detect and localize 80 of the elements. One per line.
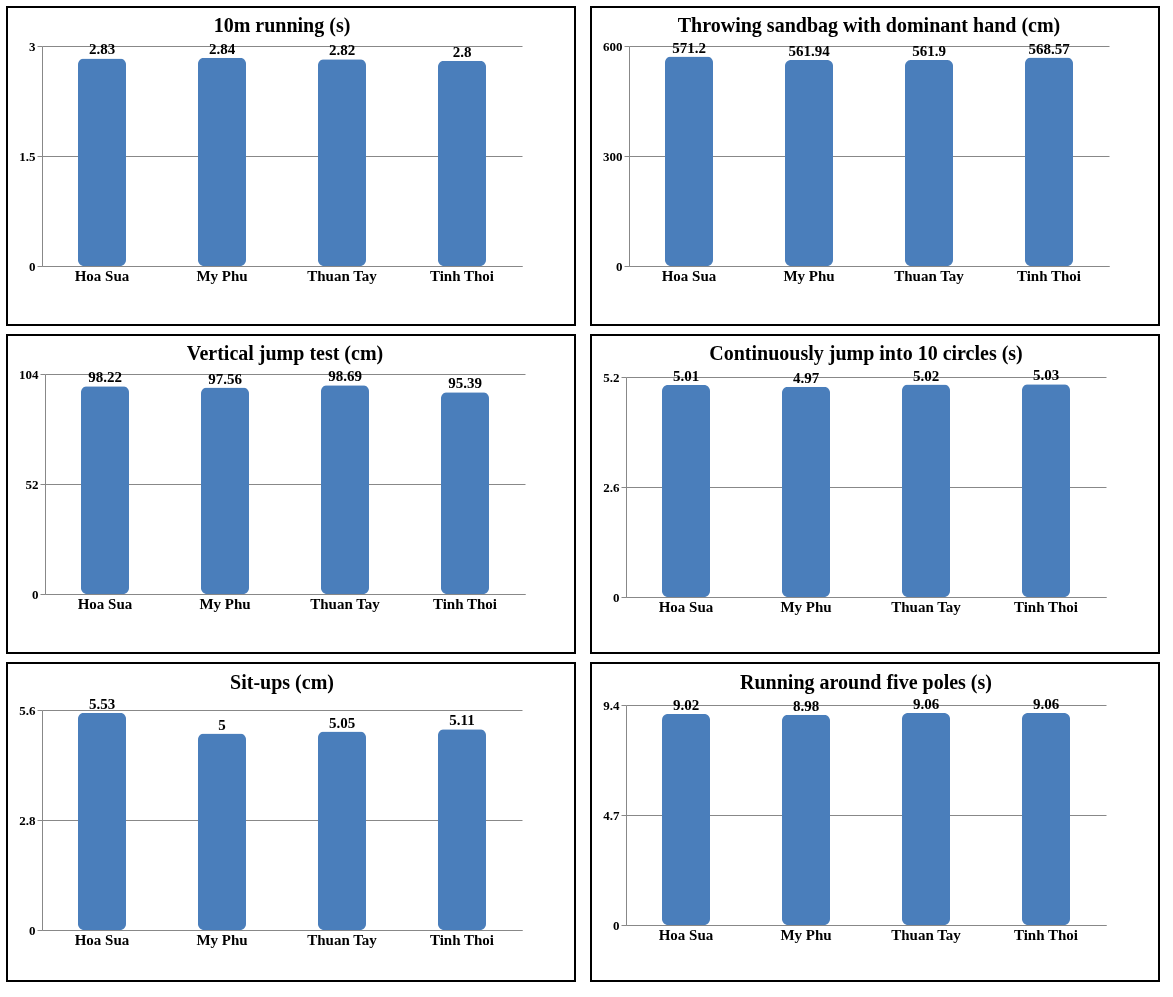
data-label: 98.22	[88, 369, 122, 386]
x-tick-label: Tinh Thoi	[1013, 598, 1079, 615]
x-tick-label: My Phu	[196, 931, 248, 948]
y-tick-label: 3	[29, 38, 36, 54]
y-tick-label: 600	[603, 38, 623, 54]
x-tick-label: Tinh Thoi	[1013, 926, 1079, 943]
y-tick-label: 0	[29, 258, 36, 274]
bar	[201, 387, 249, 594]
y-tick-label: 0	[29, 922, 36, 938]
x-tick-label: Hoa Sua	[661, 267, 717, 284]
data-label: 2.82	[328, 42, 356, 59]
chart-title: Vertical jump test (cm)	[186, 342, 384, 365]
chart-title: 10m running (s)	[213, 14, 351, 37]
bar	[198, 733, 246, 930]
y-tick-label: 52	[25, 476, 39, 492]
x-tick-label: Tinh Thoi	[1016, 267, 1082, 284]
y-tick-label: 0	[32, 586, 39, 602]
x-tick-label: Thuan Tay	[891, 598, 962, 615]
x-tick-label: Tinh Thoi	[432, 595, 498, 612]
x-tick-label: Thuan Tay	[310, 595, 381, 612]
x-tick-label: Hoa Sua	[77, 595, 133, 612]
data-label: 5.01	[672, 368, 700, 385]
x-tick-label: My Phu	[783, 267, 835, 284]
data-label: 5.11	[449, 712, 475, 729]
y-tick-label: 0	[613, 917, 620, 933]
y-tick-label: 0	[616, 258, 623, 274]
x-tick-label: My Phu	[780, 926, 832, 943]
x-tick-label: Thuan Tay	[307, 931, 378, 948]
data-label: 98.69	[328, 368, 362, 385]
x-tick-label: Thuan Tay	[307, 267, 378, 284]
y-tick-label: 4.7	[603, 807, 620, 823]
chart-title: Continuously jump into 10 circles (s)	[709, 342, 1023, 366]
y-tick-label: 9.4	[603, 697, 620, 713]
x-tick-label: Hoa Sua	[658, 926, 714, 943]
data-label: 97.56	[208, 370, 243, 387]
chart-title: Sit-ups (cm)	[230, 670, 334, 694]
y-tick-label: 0	[613, 589, 620, 605]
data-label: 9.02	[672, 696, 700, 713]
x-tick-label: Thuan Tay	[894, 267, 965, 284]
y-tick-label: 300	[603, 148, 623, 164]
data-label: 4.97	[792, 369, 820, 386]
data-label: 2.83	[88, 41, 116, 58]
data-label: 5.02	[912, 367, 940, 384]
x-tick-label: My Phu	[780, 598, 832, 615]
chart-title: Running around five poles (s)	[740, 670, 992, 694]
y-tick-label: 2.6	[603, 479, 620, 495]
data-label: 8.98	[792, 697, 820, 714]
y-tick-label: 1.5	[19, 148, 36, 164]
x-tick-label: Tinh Thoi	[429, 931, 495, 948]
data-label: 5.05	[328, 714, 356, 731]
data-label: 561.9	[912, 42, 946, 59]
x-tick-label: Hoa Sua	[658, 598, 714, 615]
y-tick-label: 5.6	[19, 702, 36, 718]
bar	[438, 729, 486, 930]
data-label: 95.39	[448, 375, 482, 392]
x-tick-label: Thuan Tay	[891, 926, 962, 943]
x-tick-label: My Phu	[196, 267, 248, 284]
x-tick-label: Hoa Sua	[74, 931, 130, 948]
data-label: 5.03	[1032, 367, 1060, 384]
y-tick-label: 2.8	[19, 812, 36, 828]
data-label: 5.53	[88, 695, 116, 712]
bar	[81, 386, 129, 594]
bar	[321, 385, 369, 594]
bar	[78, 712, 126, 930]
bar	[441, 392, 489, 594]
data-label: 561.94	[788, 42, 831, 59]
y-tick-label: 104	[19, 366, 39, 382]
bar	[318, 731, 366, 930]
data-label: 9.06	[1032, 695, 1060, 712]
data-label: 2.84	[208, 40, 236, 57]
data-label: 9.06	[912, 695, 940, 712]
y-tick-label: 5.2	[603, 369, 620, 385]
chart-title: Throwing sandbag with dominant hand (cm)	[677, 14, 1061, 37]
data-label: 5	[218, 716, 226, 733]
x-tick-label: My Phu	[199, 595, 251, 612]
x-tick-label: Hoa Sua	[74, 267, 130, 284]
data-label: 568.57	[1028, 40, 1071, 57]
data-label: 2.8	[452, 43, 472, 60]
x-tick-label: Tinh Thoi	[429, 267, 495, 284]
data-label: 571.2	[672, 39, 706, 56]
